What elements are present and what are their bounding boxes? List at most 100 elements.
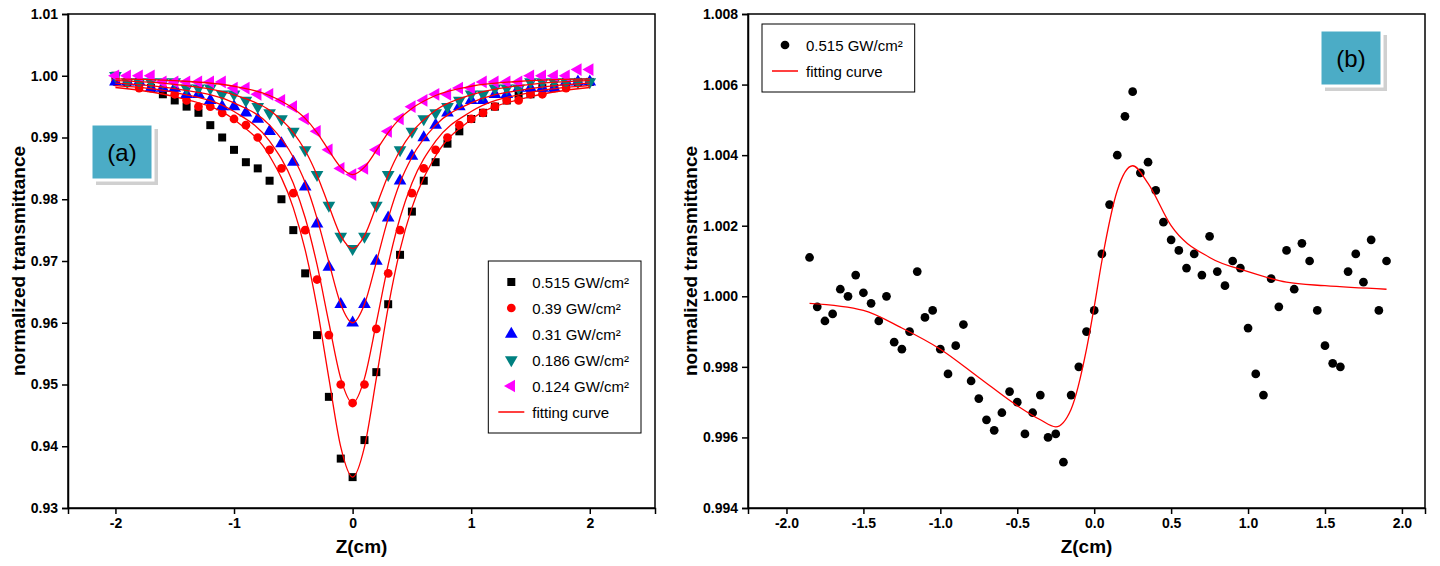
y-tick: 0.98 xyxy=(31,191,68,207)
data-point xyxy=(1036,391,1045,400)
data-point xyxy=(265,145,274,154)
data-point xyxy=(443,133,452,142)
data-point xyxy=(1121,112,1130,121)
x-tick: 0.5 xyxy=(1162,508,1182,531)
y-axis-line xyxy=(62,15,69,509)
data-point xyxy=(266,177,274,185)
legend-item: fitting curve xyxy=(498,404,609,421)
legend-swatch xyxy=(781,41,790,50)
y-tick-label: 0.93 xyxy=(31,500,58,516)
x-tick-mark xyxy=(115,508,117,514)
x-tick-label: -1.5 xyxy=(852,515,876,531)
data-point xyxy=(1198,271,1207,280)
data-point xyxy=(1244,324,1253,333)
data-point xyxy=(1367,235,1376,244)
legend-swatch xyxy=(505,356,518,367)
y-tick: 0.97 xyxy=(31,253,68,269)
legend: 0.515 GW/cm²0.39 GW/cm²0.31 GW/cm²0.186 … xyxy=(488,261,641,433)
data-point xyxy=(289,226,297,234)
data-point xyxy=(1044,433,1053,442)
y-tick: 0.994 xyxy=(703,500,748,516)
x-tick-label: 1.5 xyxy=(1316,515,1336,531)
data-point xyxy=(990,426,999,435)
y-tick: 1.00 xyxy=(31,68,68,84)
x-tick-mark xyxy=(1325,508,1327,514)
x-tick: 1.0 xyxy=(1239,508,1259,531)
legend-label: 0.124 GW/cm² xyxy=(532,378,629,395)
data-point xyxy=(1051,430,1060,439)
x-tick-label: 1 xyxy=(468,515,476,531)
legend-label: 0.31 GW/cm² xyxy=(532,326,620,343)
data-point xyxy=(206,121,214,129)
x-tick: -1.0 xyxy=(929,508,953,531)
point-series xyxy=(109,72,596,256)
x-axis-title: Z(cm) xyxy=(336,536,388,557)
data-point xyxy=(1344,267,1353,276)
y-tick-mark xyxy=(742,296,748,298)
x-tick-label: 1.0 xyxy=(1239,515,1259,531)
x-tick-label: -1 xyxy=(228,515,241,531)
legend-item: fitting curve xyxy=(772,63,883,80)
data-point xyxy=(1305,257,1314,266)
panel-label-box xyxy=(91,124,153,180)
data-point xyxy=(120,69,131,82)
legend-item: 0.124 GW/cm² xyxy=(504,378,629,395)
data-point xyxy=(967,377,976,386)
panel-label: (b) xyxy=(1320,30,1387,91)
point-series xyxy=(805,87,1391,466)
y-tick-label: 1.000 xyxy=(703,288,738,304)
y-tick-mark xyxy=(62,137,68,139)
data-point xyxy=(844,292,853,301)
y-tick: 1.000 xyxy=(703,288,748,304)
data-point xyxy=(867,299,876,308)
data-point xyxy=(1182,264,1191,273)
x-tick: 1.5 xyxy=(1316,508,1336,531)
x-tick-mark xyxy=(940,508,942,514)
y-tick-label: 0.99 xyxy=(31,129,58,145)
y-tick: 0.94 xyxy=(31,438,68,454)
y-tick-label: 0.996 xyxy=(703,429,738,445)
data-point xyxy=(897,345,906,354)
data-point xyxy=(1128,87,1137,96)
x-tick-mark xyxy=(352,508,354,514)
panel-label: (a) xyxy=(91,124,158,185)
x-tick: -1 xyxy=(228,508,241,531)
x-tick: 0.0 xyxy=(1085,508,1105,531)
panel: -2-10120.930.940.950.960.970.980.991.001… xyxy=(8,6,656,557)
data-point xyxy=(301,269,309,277)
data-point xyxy=(1228,257,1237,266)
data-point xyxy=(1382,257,1391,266)
x-tick-label: 0 xyxy=(349,515,357,531)
y-axis: 0.930.940.950.960.970.980.991.001.01 xyxy=(31,6,69,516)
data-point xyxy=(944,370,953,379)
x-axis: -2.0-1.5-1.0-0.50.00.51.01.52.0 xyxy=(749,508,1426,531)
y-tick-mark xyxy=(62,446,68,448)
y-tick: 0.996 xyxy=(703,429,748,445)
legend-item: 0.39 GW/cm² xyxy=(507,300,621,317)
legend-label: 0.39 GW/cm² xyxy=(532,300,620,317)
data-point xyxy=(1167,235,1176,244)
data-point xyxy=(1351,250,1360,259)
data-point xyxy=(488,76,499,89)
y-tick: 1.008 xyxy=(703,6,748,22)
legend-label: 0.515 GW/cm² xyxy=(532,274,629,291)
data-point xyxy=(828,310,837,319)
data-point xyxy=(1359,278,1368,287)
data-point xyxy=(203,76,214,89)
y-axis-title: normalized transmittance xyxy=(8,146,29,376)
x-tick: 2.0 xyxy=(1393,508,1413,531)
x-tick-label: -2.0 xyxy=(775,515,799,531)
data-point xyxy=(440,88,451,101)
data-point xyxy=(132,69,143,82)
x-tick: -2 xyxy=(110,508,123,531)
legend-item: 0.515 GW/cm² xyxy=(781,37,903,54)
x-tick: 1 xyxy=(468,508,476,531)
y-tick-mark xyxy=(62,384,68,386)
y-tick-mark xyxy=(742,508,748,510)
legend-item: 0.515 GW/cm² xyxy=(507,274,629,291)
x-tick-mark xyxy=(471,508,473,514)
data-point xyxy=(360,436,368,444)
legend: 0.515 GW/cm² fitting curve xyxy=(762,24,915,92)
y-tick-mark xyxy=(62,14,68,16)
y-tick-mark xyxy=(62,199,68,201)
